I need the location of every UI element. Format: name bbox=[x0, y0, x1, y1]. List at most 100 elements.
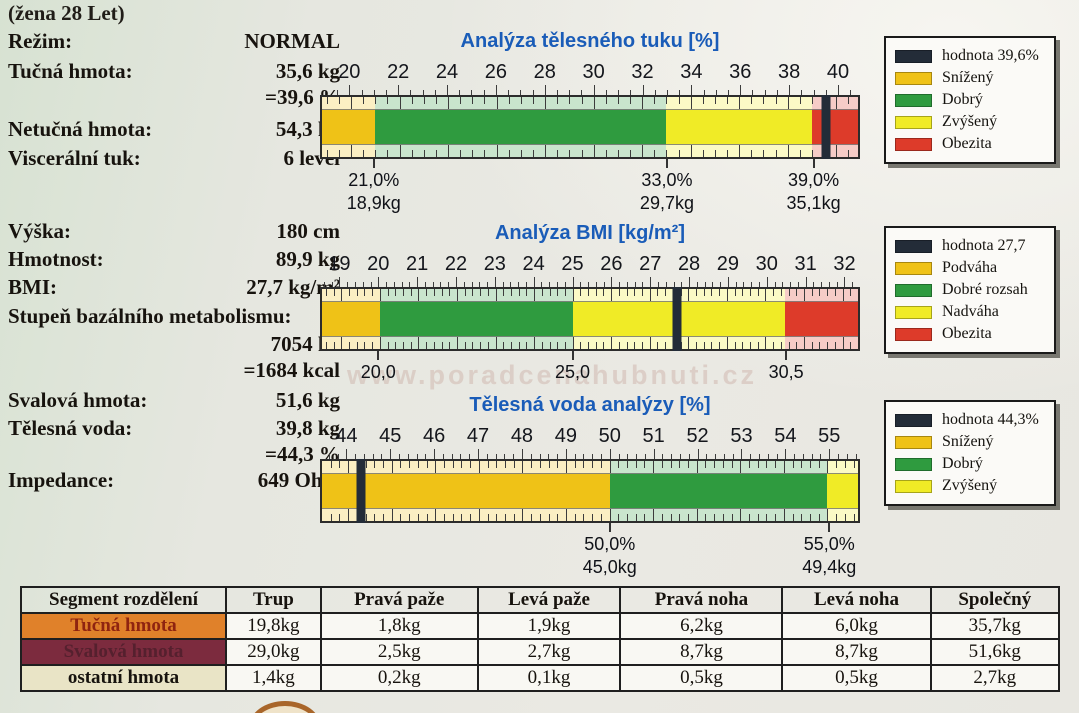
metric-row: Tučná hmota: 35,6 kg bbox=[8, 58, 340, 84]
tick bbox=[390, 449, 392, 459]
tick bbox=[470, 514, 472, 521]
tick bbox=[521, 449, 523, 459]
scale-number: 22 bbox=[444, 253, 468, 275]
tick bbox=[534, 289, 536, 301]
tick bbox=[564, 342, 566, 349]
tick bbox=[728, 90, 730, 95]
tick bbox=[383, 514, 384, 521]
tick bbox=[838, 85, 839, 95]
tick bbox=[691, 85, 693, 95]
tick bbox=[364, 289, 366, 296]
value-marker bbox=[821, 95, 831, 159]
table-cell: 0,5kg bbox=[781, 664, 932, 692]
scale-number: 34 bbox=[680, 61, 703, 83]
tick bbox=[696, 289, 698, 296]
scale-numbers: 20 22 24 26 28 30 32 34 36 38 40 bbox=[320, 61, 860, 83]
scale-numbers: 44 45 46 47 48 49 50 51 52 53 54 55 bbox=[320, 425, 860, 447]
tick bbox=[510, 342, 512, 349]
tick bbox=[460, 97, 462, 104]
tick bbox=[533, 97, 534, 104]
tick bbox=[776, 90, 778, 95]
tick bbox=[757, 289, 759, 296]
table-cell: 6,0kg bbox=[781, 612, 932, 640]
tick bbox=[566, 461, 568, 473]
scale-number: 28 bbox=[677, 253, 701, 275]
tick bbox=[324, 90, 326, 95]
legend-item: Zvýšený bbox=[895, 475, 1045, 497]
table-header-row: Segment rozdělení Trup Pravá paže Levá paže… bbox=[20, 586, 1061, 614]
ruler-strip bbox=[322, 508, 858, 521]
tick bbox=[441, 289, 443, 296]
tick bbox=[626, 342, 628, 349]
tick bbox=[773, 289, 775, 296]
tick bbox=[399, 97, 401, 109]
tick bbox=[513, 461, 515, 468]
tick bbox=[734, 289, 736, 296]
tick bbox=[776, 454, 778, 459]
scale-number: 48 bbox=[510, 425, 534, 447]
tick bbox=[502, 282, 504, 287]
tick bbox=[400, 461, 402, 468]
tick bbox=[804, 337, 805, 349]
metric-label: Impedance: bbox=[8, 468, 115, 492]
tick bbox=[603, 289, 605, 296]
tick bbox=[348, 342, 350, 349]
tick bbox=[595, 282, 597, 287]
tick bbox=[696, 509, 698, 521]
tick bbox=[401, 282, 403, 287]
metric-label: Stupeň bazálního metabolismu: bbox=[8, 304, 292, 328]
tick bbox=[347, 282, 349, 287]
table-cell: 6,2kg bbox=[619, 612, 784, 640]
tick bbox=[513, 454, 515, 459]
metric-label: Svalová hmota: bbox=[8, 388, 148, 412]
legend-label: Dobrý bbox=[942, 455, 983, 472]
tick bbox=[387, 342, 389, 349]
watermark-text: www.poradcenahubnuti.cz bbox=[347, 360, 758, 390]
tick bbox=[424, 282, 426, 287]
tick bbox=[464, 289, 466, 296]
tick bbox=[402, 342, 404, 349]
tick bbox=[557, 514, 559, 521]
tick bbox=[644, 514, 646, 521]
tick bbox=[472, 342, 474, 349]
legend-box: hodnota 44,3% Snížený Dobrý Zvýšený bbox=[884, 400, 1056, 506]
tick bbox=[714, 97, 716, 104]
legend-swatch bbox=[895, 413, 932, 427]
legend-label: Obezita bbox=[942, 325, 992, 342]
value-marker bbox=[672, 287, 682, 351]
scale-number: 46 bbox=[423, 425, 446, 447]
tick bbox=[463, 282, 465, 287]
tick bbox=[757, 514, 759, 521]
tick bbox=[426, 289, 428, 296]
tick bbox=[373, 90, 375, 95]
tick bbox=[611, 289, 613, 301]
tick bbox=[827, 289, 829, 296]
tick bbox=[644, 454, 646, 459]
tick bbox=[483, 90, 485, 95]
threshold-labels: 21,0% 18,9kg 33,0% 29,7kg 39,0% 35,1kg bbox=[320, 159, 860, 217]
tick bbox=[774, 282, 776, 287]
legend-label: Nadváha bbox=[942, 303, 999, 320]
threshold-label: 30,5 bbox=[768, 362, 804, 382]
legend-swatch bbox=[895, 49, 932, 63]
tick bbox=[417, 461, 419, 468]
tick bbox=[534, 337, 536, 349]
tick bbox=[654, 97, 656, 104]
threshold-label: 20,0 bbox=[360, 362, 396, 382]
tick bbox=[635, 461, 637, 468]
threshold-tick bbox=[372, 159, 375, 168]
scale-number: 27 bbox=[639, 253, 662, 275]
tick bbox=[848, 150, 850, 157]
tick bbox=[679, 461, 681, 468]
tick bbox=[363, 454, 365, 459]
tick bbox=[775, 97, 777, 104]
tick bbox=[834, 342, 836, 349]
tick bbox=[471, 282, 473, 287]
tick bbox=[442, 454, 444, 459]
tick bbox=[731, 514, 733, 521]
tick bbox=[802, 454, 804, 459]
tick bbox=[740, 85, 742, 95]
tick bbox=[609, 461, 611, 473]
threshold-tick bbox=[785, 351, 788, 360]
ruler-strip bbox=[322, 289, 858, 302]
